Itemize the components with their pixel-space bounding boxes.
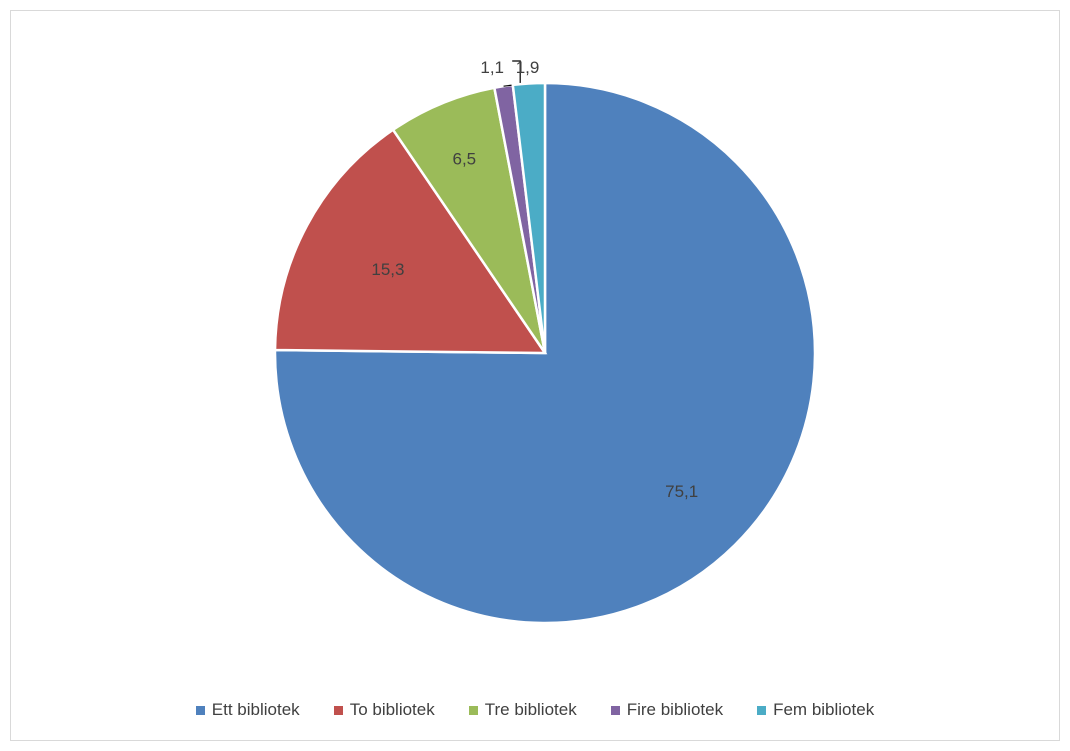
data-label-tre: 6,5 (453, 149, 477, 168)
legend-swatch-ett (195, 705, 205, 715)
legend-label-to: To bibliotek (349, 700, 435, 719)
legend-item-tre: Tre bibliotek (468, 700, 577, 720)
legend-swatch-fem (757, 705, 767, 715)
pie-slice-fem (511, 81, 547, 354)
data-label-ett: 75,1 (665, 482, 698, 501)
pie-slice-to (273, 128, 548, 355)
legend-item-ett: Ett bibliotek (195, 700, 300, 720)
legend-label-fire: Fire bibliotek (626, 700, 724, 719)
pie-slice-ett (273, 81, 817, 625)
data-label-fem: 1,9 (516, 58, 540, 77)
data-label-fire: 1,1 (480, 58, 504, 77)
legend-item-fire: Fire bibliotek (610, 700, 724, 720)
legend-label-fem: Fem bibliotek (773, 700, 875, 719)
legend-label-ett: Ett bibliotek (211, 700, 300, 719)
legend-item-to: To bibliotek (333, 700, 435, 720)
legend-item-fem: Fem bibliotek (757, 700, 874, 720)
legend-swatch-fire (610, 705, 620, 715)
pie-slice-tre (391, 86, 547, 354)
legend-label-tre: Tre bibliotek (484, 700, 577, 719)
legend: Ett bibliotek To bibliotek Tre bibliotek… (0, 700, 1070, 720)
legend-swatch-to (333, 705, 343, 715)
legend-swatch-tre (468, 705, 478, 715)
data-label-to: 15,3 (371, 260, 404, 279)
